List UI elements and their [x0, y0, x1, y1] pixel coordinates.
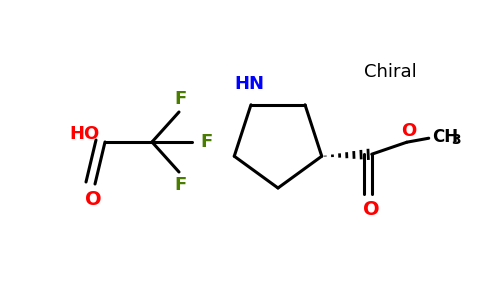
Text: O: O — [85, 190, 101, 209]
Text: O: O — [363, 200, 380, 219]
Text: CH: CH — [432, 128, 458, 146]
Text: O: O — [401, 122, 416, 140]
Text: HN: HN — [234, 75, 264, 93]
Text: Chiral: Chiral — [363, 63, 416, 81]
Text: HO: HO — [70, 125, 100, 143]
Text: 3: 3 — [451, 133, 460, 147]
Text: F: F — [175, 176, 187, 194]
Text: F: F — [175, 90, 187, 108]
Text: F: F — [200, 133, 212, 151]
